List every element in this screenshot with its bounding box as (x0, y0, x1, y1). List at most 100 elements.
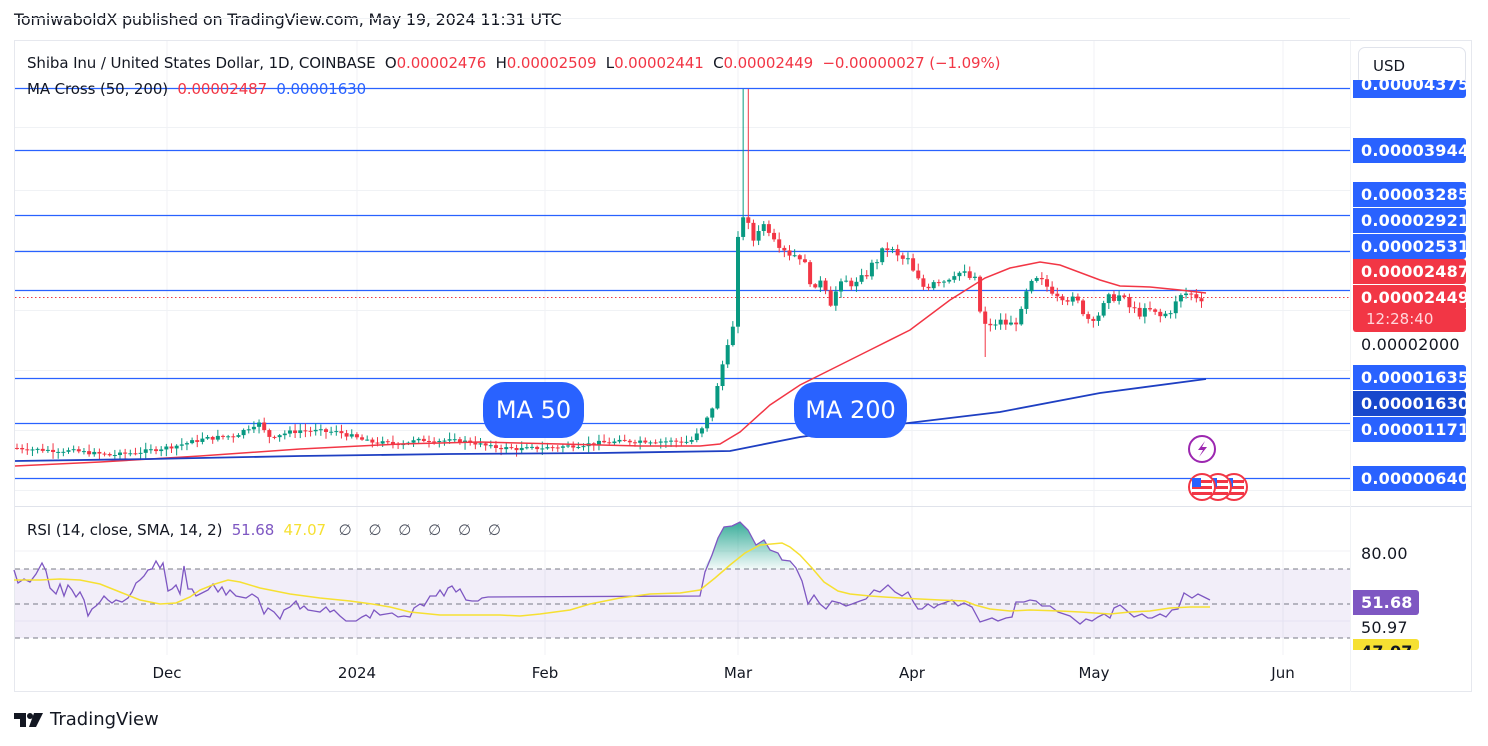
low-label: L (605, 54, 615, 72)
candle-up (452, 439, 457, 441)
price-label: 0.00001635 (1353, 365, 1469, 390)
candle-down (1055, 293, 1060, 297)
candle-down (15, 447, 19, 449)
candle-down (643, 440, 648, 443)
candle-down (40, 448, 45, 451)
candle-up (118, 452, 122, 456)
candle-up (1178, 295, 1183, 302)
price-label: 0.00002000 (1361, 335, 1460, 354)
tradingview-logo[interactable]: TradingView (14, 709, 159, 730)
ma50-annotation[interactable]: MA 50 (483, 382, 584, 438)
candle-up (200, 438, 205, 442)
ma50-value: 0.00002487 (177, 80, 268, 98)
candle-up (184, 443, 189, 445)
chart-frame[interactable] (14, 40, 1472, 692)
candle-down (1039, 277, 1044, 280)
candle-down (499, 447, 504, 450)
candle-down (427, 440, 431, 442)
flag-stripe (1208, 492, 1228, 495)
candle-up (972, 276, 977, 278)
candle-down (514, 447, 519, 451)
candle-down (1003, 319, 1008, 325)
currency-button[interactable]: USD (1358, 47, 1466, 85)
candle-up (447, 439, 452, 441)
candle-up (818, 280, 823, 288)
candle-up (1163, 313, 1168, 317)
candle-up (318, 429, 323, 431)
time-tick: Dec (152, 664, 182, 682)
candle-up (128, 453, 133, 455)
candle-up (669, 440, 674, 442)
candle-up (81, 451, 86, 453)
candle-up (138, 452, 143, 454)
candle-down (813, 284, 818, 288)
time-tick: Feb (531, 664, 559, 682)
candle-up (246, 429, 251, 431)
candle-up (839, 281, 843, 292)
ma200-annotation[interactable]: MA 200 (794, 382, 907, 438)
candle-up (663, 441, 668, 443)
rsi-title: RSI (14, close, SMA, 14, 2) (27, 521, 223, 539)
candle-up (705, 417, 710, 429)
candle-up (560, 446, 565, 448)
candle-down (1086, 314, 1091, 319)
candle-down (370, 439, 375, 443)
candle-down (967, 271, 972, 278)
candle-up (844, 280, 849, 282)
candle-down (978, 276, 983, 312)
candle-down (272, 436, 277, 438)
flag-stripe (1192, 480, 1212, 483)
publish-info: TomiwaboldX published on TradingView.com… (14, 10, 562, 29)
candle-up (92, 451, 97, 455)
candle-up (282, 433, 287, 436)
candle-down (1153, 309, 1158, 312)
candle-down (895, 249, 900, 256)
candle-up (596, 440, 601, 445)
candle-down (782, 247, 787, 251)
candle-down (133, 453, 138, 455)
candle-down (550, 447, 555, 449)
candle-up (952, 276, 957, 280)
candle-up (164, 446, 169, 450)
candle-up (962, 271, 967, 273)
candle-up (715, 386, 720, 409)
candle-up (792, 255, 797, 257)
candle-up (1019, 308, 1024, 325)
candle-down (493, 445, 498, 448)
candle-up (437, 440, 442, 443)
candle-down (483, 443, 488, 446)
ma-cross-legend[interactable]: MA Cross (50, 200) 0.00002487 0.00001630 (27, 80, 366, 98)
candle-up (998, 319, 1003, 325)
candle-up (638, 440, 643, 443)
candle-up (875, 262, 880, 264)
rsi-label: 51.68 (1353, 590, 1419, 615)
rsi-legend[interactable]: RSI (14, close, SMA, 14, 2) 51.68 47.07 … (27, 521, 507, 539)
candle-down (885, 248, 890, 251)
candle-up (1117, 295, 1122, 301)
candle-up (30, 449, 35, 451)
candle-down (679, 441, 684, 443)
candle-down (921, 278, 926, 287)
candle-down (766, 224, 771, 233)
candle-down (936, 282, 941, 284)
price-label: 0.00001171 (1353, 417, 1469, 442)
candle-down (535, 446, 540, 450)
candle-down (1050, 286, 1055, 294)
candle-down (360, 437, 365, 440)
high-value: 0.00002509 (506, 54, 597, 72)
candle-down (900, 255, 905, 259)
time-tick: Jun (1271, 664, 1295, 682)
candle-up (257, 422, 262, 427)
symbol-legend[interactable]: Shiba Inu / United States Dollar, 1D, CO… (27, 54, 1000, 72)
ma-cross-title: MA Cross (50, 200) (27, 80, 169, 98)
candle-down (25, 449, 30, 451)
candle-up (566, 445, 571, 447)
time-tick: 2024 (337, 664, 377, 682)
candle-down (375, 442, 380, 444)
candle-down (308, 430, 313, 432)
open-value: 0.00002476 (396, 54, 487, 72)
flag-stripe (1224, 486, 1244, 489)
candle-down (1091, 318, 1096, 321)
open-label: O (384, 54, 397, 72)
